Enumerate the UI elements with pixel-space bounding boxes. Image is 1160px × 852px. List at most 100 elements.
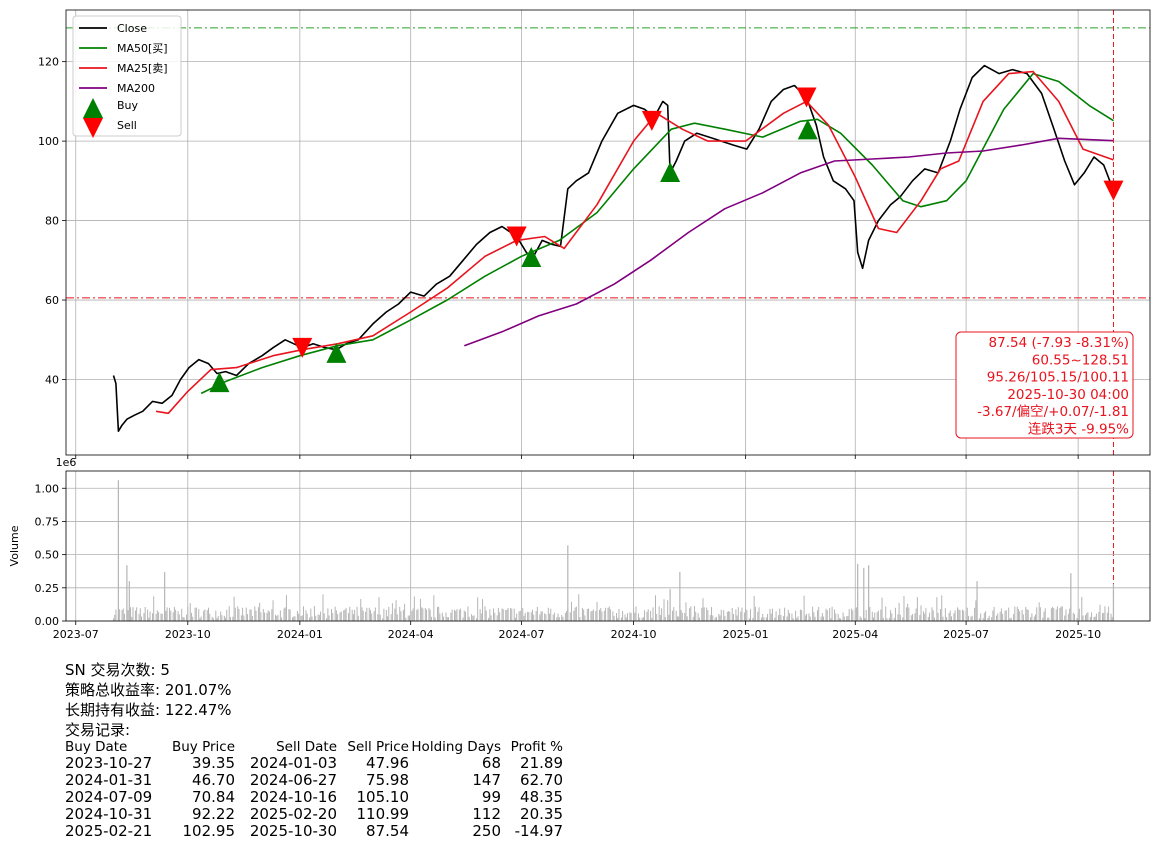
volume-bar [871,611,873,621]
volume-bar [323,613,325,621]
volume-bar [813,612,815,621]
volume-bar [318,615,320,621]
volume-bar [387,616,389,621]
volume-bar [429,609,431,621]
volume-bar [617,617,619,621]
volume-bar [518,611,520,621]
volume-bar [220,611,222,621]
volume-bar [160,613,162,621]
volume-bar [451,609,453,621]
volume-bar [283,608,285,621]
volume-bar [339,612,341,621]
volume-bar [816,610,818,621]
volume-bar [434,617,436,621]
volume-bar [578,594,580,621]
volume-bar [982,618,984,621]
volume-bar [650,610,652,621]
volume-bar [413,596,415,621]
table-cell: 2024-01-31 [65,771,153,789]
volume-bar [136,607,138,621]
volume-bar [757,611,759,621]
volume-bar [588,608,590,621]
volume-bar [177,611,179,621]
volume-bar [655,595,657,621]
volume-bar [907,603,909,621]
volume-bar [422,608,424,621]
volume-bar [1094,616,1096,621]
volume-bar [134,610,136,621]
volume-axis-label: Volume [8,525,21,566]
volume-bar [535,610,537,621]
volume-bar [958,609,960,621]
volume-bar [566,611,568,621]
volume-bar [644,610,646,621]
volume-bar [1027,609,1029,621]
volume-bar [1036,607,1038,621]
volume-bar [127,610,129,621]
volume-bar [400,611,402,621]
volume-bar [826,610,828,621]
volume-bar [391,603,393,621]
volume-bar [911,614,913,621]
volume-bar [1013,614,1015,621]
volume-bar [812,606,814,621]
volume-bar [240,615,242,621]
sell-marker [641,110,662,131]
volume-bar [151,613,153,621]
volume-bar [1061,606,1063,621]
volume-bar [436,606,438,621]
volume-bar [750,609,752,621]
volume-bar [198,609,200,621]
volume-bar [190,612,192,621]
series-line-ma200 [464,137,1114,347]
volume-bar [279,610,281,621]
volume-bar [646,611,648,621]
volume-bar [873,617,875,621]
volume-bar [141,616,143,621]
volume-bar [652,607,654,621]
volume-bar [684,612,686,621]
volume-bar-peak [857,563,859,621]
volume-bar [1065,609,1067,621]
volume-bar [924,613,926,621]
volume-bar [194,607,196,621]
volume-bar [348,613,350,621]
table-body: 2023-10-27 39.35 2024-01-03 47.96 68 21.89 202… [65,755,563,840]
volume-bar [547,607,549,621]
volume-bar [583,609,585,621]
volume-bar [581,608,583,621]
volume-bar [501,608,503,621]
volume-bar [268,611,270,621]
volume-bar [1019,611,1021,621]
volume-bar [119,609,121,621]
volume-bar [172,612,174,621]
volume-bar [864,618,866,621]
volume-bar [592,609,594,621]
volume-bar [983,612,985,621]
legend-sell-marker [83,118,103,138]
volume-bar [394,608,396,621]
volume-bar [709,615,711,621]
buy-marker [797,119,818,140]
volume-bar [320,611,322,621]
volume-bar [488,617,490,621]
table-header-cell: Holding Days [411,739,501,755]
volume-bar [752,617,754,621]
volume-bar [121,610,123,621]
volume-bar [267,610,269,621]
volume-bar [664,616,666,621]
volume-bar [996,615,998,621]
volume-bar [343,610,345,621]
volume-bar [182,617,184,621]
volume-bar [467,606,469,621]
volume-bar [987,617,989,621]
volume-bar [497,607,499,621]
volume-bar [130,607,132,621]
volume-bar [544,613,546,621]
volume-bar [1081,596,1083,621]
volume-bar [390,614,392,621]
volume-bar [454,609,456,621]
volume-bar [690,606,692,621]
volume-bar [259,602,261,621]
volume-bar [1106,612,1108,621]
